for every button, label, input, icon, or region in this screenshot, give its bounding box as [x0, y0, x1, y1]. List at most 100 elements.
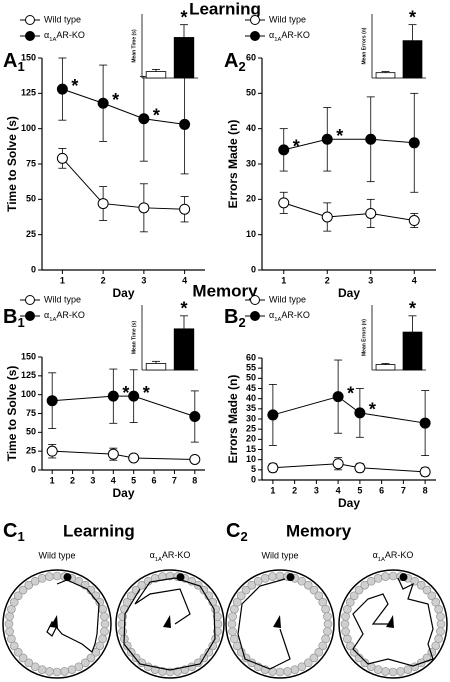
x-tick-label: 6	[379, 485, 384, 495]
marker	[107, 390, 119, 402]
arena-hole	[431, 641, 441, 651]
x-tick-label: 3	[90, 475, 95, 485]
arena-hole	[436, 619, 446, 629]
x-tick-label: 3	[368, 275, 373, 285]
arena-hole	[381, 572, 390, 581]
inset-significance: *	[180, 299, 187, 319]
y-tick-label: 5	[251, 464, 256, 474]
y-axis-label: Time to Solve (s)	[5, 366, 19, 462]
panel-label: C2	[226, 520, 248, 544]
arena-hole	[52, 571, 62, 581]
y-tick-label: 55	[246, 363, 256, 373]
y-tick-label: 10	[246, 454, 256, 464]
panel-letter: A	[3, 50, 17, 72]
start-arrow	[50, 615, 58, 628]
legend-label: α1AAR-KO	[269, 30, 310, 42]
arena-hole	[30, 662, 40, 672]
y-tick-label: 20	[246, 434, 256, 444]
arena-hole	[297, 576, 307, 586]
arena-hole	[309, 653, 319, 663]
legend-label: α1AAR-KO	[44, 310, 85, 322]
y-tick-label: 100	[21, 123, 36, 133]
arena-hole	[314, 647, 324, 657]
y-tick-label: 40	[246, 393, 256, 403]
x-tick-label: 1	[60, 275, 65, 285]
inset-bar	[173, 37, 195, 79]
y-tick-label: 0	[251, 474, 256, 484]
significance: *	[143, 383, 150, 403]
panel-letter: C	[226, 520, 240, 542]
arena-hole	[290, 665, 300, 674]
marker	[56, 83, 68, 95]
arena-hole	[436, 612, 445, 621]
arena-hole	[427, 591, 437, 601]
arena-hole	[52, 667, 62, 677]
marker	[189, 411, 201, 423]
arena-label: α1AAR-KO	[150, 550, 191, 562]
arena-hole	[381, 667, 390, 676]
arena-hole	[9, 597, 19, 607]
arena-hole	[283, 667, 292, 676]
arena-hole	[275, 571, 285, 581]
arena-hole	[118, 627, 127, 636]
series-line	[272, 396, 426, 424]
marker	[321, 211, 333, 223]
legend-marker	[250, 31, 260, 41]
arena-hole	[227, 619, 237, 629]
x-tick-label: 5	[357, 485, 362, 495]
start-arrow	[386, 615, 394, 628]
legend-label: α1AAR-KO	[44, 30, 85, 42]
arena-hole	[241, 585, 251, 595]
arena-hole	[354, 585, 364, 595]
y-tick-label: 40	[246, 123, 256, 133]
y-tick-label: 100	[21, 389, 36, 399]
arena-hole	[232, 597, 242, 607]
arena-hole	[318, 641, 328, 651]
arena-hole	[268, 572, 277, 581]
x-tick-label: 1	[270, 485, 275, 495]
x-tick-label: 7	[401, 485, 406, 495]
inset-y-label: Mean Errors (n)	[361, 27, 367, 64]
marker	[138, 202, 150, 214]
inset-bar	[173, 328, 195, 371]
arena-hole	[403, 665, 413, 674]
arena-hole	[13, 591, 23, 601]
x-axis-label: Day	[338, 286, 360, 300]
arena-hole	[45, 572, 54, 581]
legend-marker	[25, 31, 35, 41]
x-tick-label: 2	[70, 475, 75, 485]
arena-hole	[67, 665, 77, 674]
inset-bar	[402, 40, 423, 79]
arena-hole	[388, 667, 398, 677]
series-line	[52, 450, 195, 460]
section-title: Learning	[189, 0, 261, 18]
y-tick-label: 50	[246, 88, 256, 98]
x-tick-label: 5	[131, 475, 136, 485]
legend-label: Wild type	[44, 294, 81, 304]
panel-sub: 1	[17, 59, 24, 74]
arena-hole	[230, 634, 239, 644]
arena-hole	[18, 585, 28, 595]
marker	[56, 152, 68, 164]
inset-bar	[402, 331, 423, 371]
y-tick-label: 45	[246, 383, 256, 393]
y-tick-label: 50	[246, 373, 256, 383]
y-tick-label: 125	[21, 370, 36, 380]
arena-hole	[236, 591, 246, 601]
series-line	[62, 158, 185, 210]
arena-hole	[260, 574, 270, 583]
arena-hole	[436, 627, 445, 636]
y-tick-label: 0	[31, 264, 36, 274]
arena-hole	[95, 641, 105, 651]
x-tick-label: 6	[152, 475, 157, 485]
inset-significance: *	[409, 299, 416, 319]
arena-hole	[349, 591, 359, 601]
panel-letter: B	[224, 306, 238, 328]
arena-hole	[228, 627, 237, 636]
marker	[107, 448, 119, 460]
panel-sub: 2	[240, 529, 247, 544]
marker	[267, 462, 279, 474]
legend-label: α1AAR-KO	[269, 310, 310, 322]
section-title: Memory	[192, 281, 258, 300]
